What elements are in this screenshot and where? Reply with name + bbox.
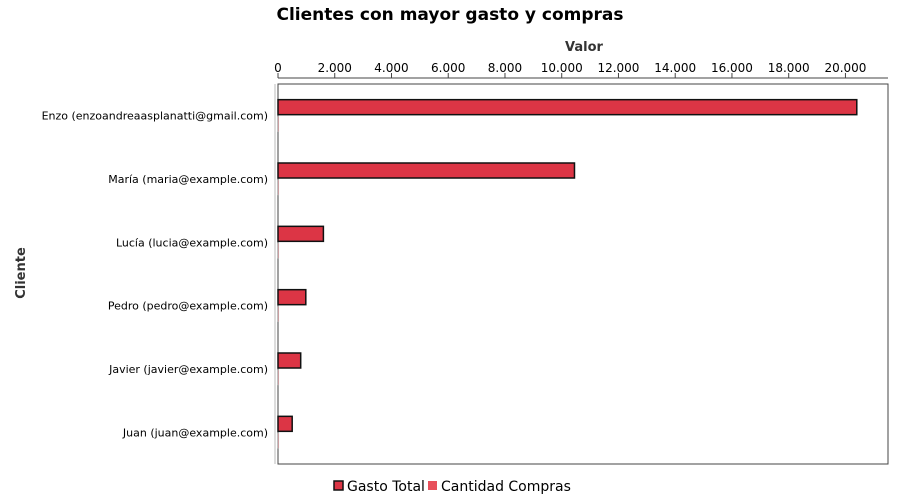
bar-gasto-total[interactable] <box>277 162 576 179</box>
x-tick-label: 18.000 <box>768 61 810 75</box>
category-label: Pedro (pedro@example.com) <box>108 300 268 313</box>
x-tick-label: 2.000 <box>318 61 352 75</box>
category-label: Enzo (enzoandreaasplanatti@gmail.com) <box>42 110 268 123</box>
bar-cantidad-compras[interactable] <box>277 433 280 449</box>
bar-cantidad-compras[interactable] <box>277 369 280 386</box>
x-tick-label: 4.000 <box>374 61 408 75</box>
legend-label[interactable]: Gasto Total <box>347 479 425 495</box>
x-axis-title: Valor <box>565 40 604 55</box>
category-label: Juan (juan@example.com) <box>122 426 268 439</box>
bar-gasto-total[interactable] <box>277 415 293 433</box>
x-tick-label: 6.000 <box>431 61 465 75</box>
category-label: Lucía (lucia@example.com) <box>116 236 268 249</box>
bar-gasto-total[interactable] <box>277 288 307 306</box>
category-label: Javier (javier@example.com) <box>108 363 268 376</box>
legend-label[interactable]: Cantidad Compras <box>441 479 571 495</box>
legend[interactable]: Gasto Total Cantidad Compras <box>333 479 571 495</box>
bar-cantidad-compras[interactable] <box>277 116 280 132</box>
bar-gasto-total[interactable] <box>277 98 858 116</box>
x-tick-label: 14.000 <box>654 61 696 75</box>
bar-cantidad-compras[interactable] <box>277 243 280 259</box>
bar-cantidad-compras[interactable] <box>277 306 280 322</box>
x-tick-label: 8.000 <box>488 61 522 75</box>
x-tick-label: 20.000 <box>824 61 866 75</box>
x-tick-label: 10.000 <box>541 61 583 75</box>
y-axis-title: Cliente <box>14 247 29 299</box>
bars <box>277 98 858 449</box>
x-tick-label: 12.000 <box>597 61 639 75</box>
legend-swatch[interactable] <box>333 480 344 491</box>
x-axis-ticks: 0 2.000 4.000 6.000 8.000 10.000 12.000 14.000 1… <box>274 61 866 78</box>
category-label: María (maria@example.com) <box>108 173 268 186</box>
plot-area-frame <box>277 83 889 465</box>
bar-gasto-total[interactable] <box>277 225 325 243</box>
bar-cantidad-compras[interactable] <box>277 179 280 196</box>
category-labels: Enzo (enzoandreaasplanatti@gmail.com) Mar… <box>42 110 268 440</box>
chart-title: Clientes con mayor gasto y compras <box>276 5 623 25</box>
x-tick-label: 16.000 <box>711 61 753 75</box>
legend-swatch[interactable] <box>428 481 437 490</box>
bar-gasto-total[interactable] <box>277 352 302 369</box>
x-tick-label: 0 <box>274 61 282 75</box>
